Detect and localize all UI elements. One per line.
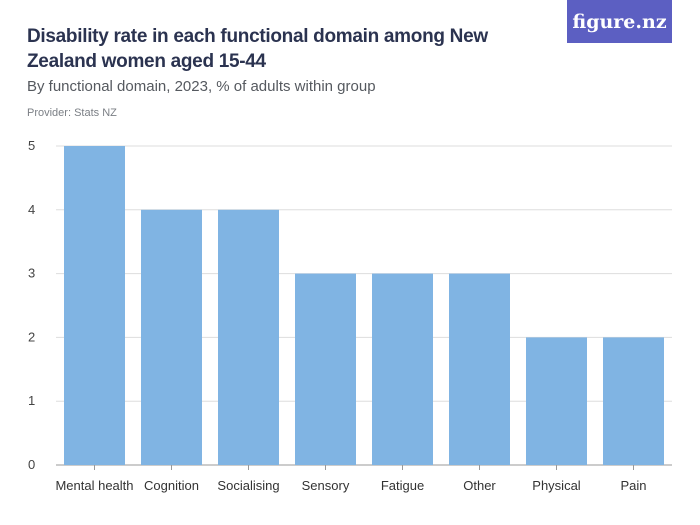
bar-mental-health[interactable]	[64, 146, 125, 465]
y-tick-label: 0	[28, 457, 35, 472]
bar-sensory[interactable]	[295, 273, 356, 465]
bar-cognition[interactable]	[141, 209, 202, 465]
x-tick-label: Cognition	[144, 478, 199, 493]
bar-physical[interactable]	[526, 337, 587, 465]
chart-subtitle: By functional domain, 2023, % of adults …	[27, 78, 376, 95]
x-tick-label: Sensory	[302, 478, 350, 493]
y-tick-label: 4	[28, 202, 35, 217]
x-tick-label: Fatigue	[381, 478, 424, 493]
bar-fatigue[interactable]	[372, 273, 433, 465]
y-tick-label: 3	[28, 266, 35, 281]
x-tick-label: Pain	[620, 478, 646, 493]
x-tick-label: Socialising	[217, 478, 279, 493]
figure-nz-logo[interactable]: figure.nz	[567, 0, 672, 43]
bar-socialising[interactable]	[218, 209, 279, 465]
bars	[64, 146, 664, 465]
y-tick-label: 5	[28, 138, 35, 153]
y-tick-label: 1	[28, 393, 35, 408]
y-axis-ticks: 0 1 2 3 4 5	[28, 138, 35, 472]
x-axis-ticks: Mental health Cognition Socialising Sensory…	[55, 465, 647, 493]
bar-other[interactable]	[449, 273, 510, 465]
x-tick-label: Mental health	[55, 478, 133, 493]
provider-label: Provider: Stats NZ	[27, 107, 117, 119]
x-tick-label: Other	[463, 478, 496, 493]
y-tick-label: 2	[28, 329, 35, 344]
bar-pain[interactable]	[603, 337, 664, 465]
chart-title: Disability rate in each functional domai…	[27, 26, 488, 72]
x-tick-label: Physical	[532, 478, 581, 493]
